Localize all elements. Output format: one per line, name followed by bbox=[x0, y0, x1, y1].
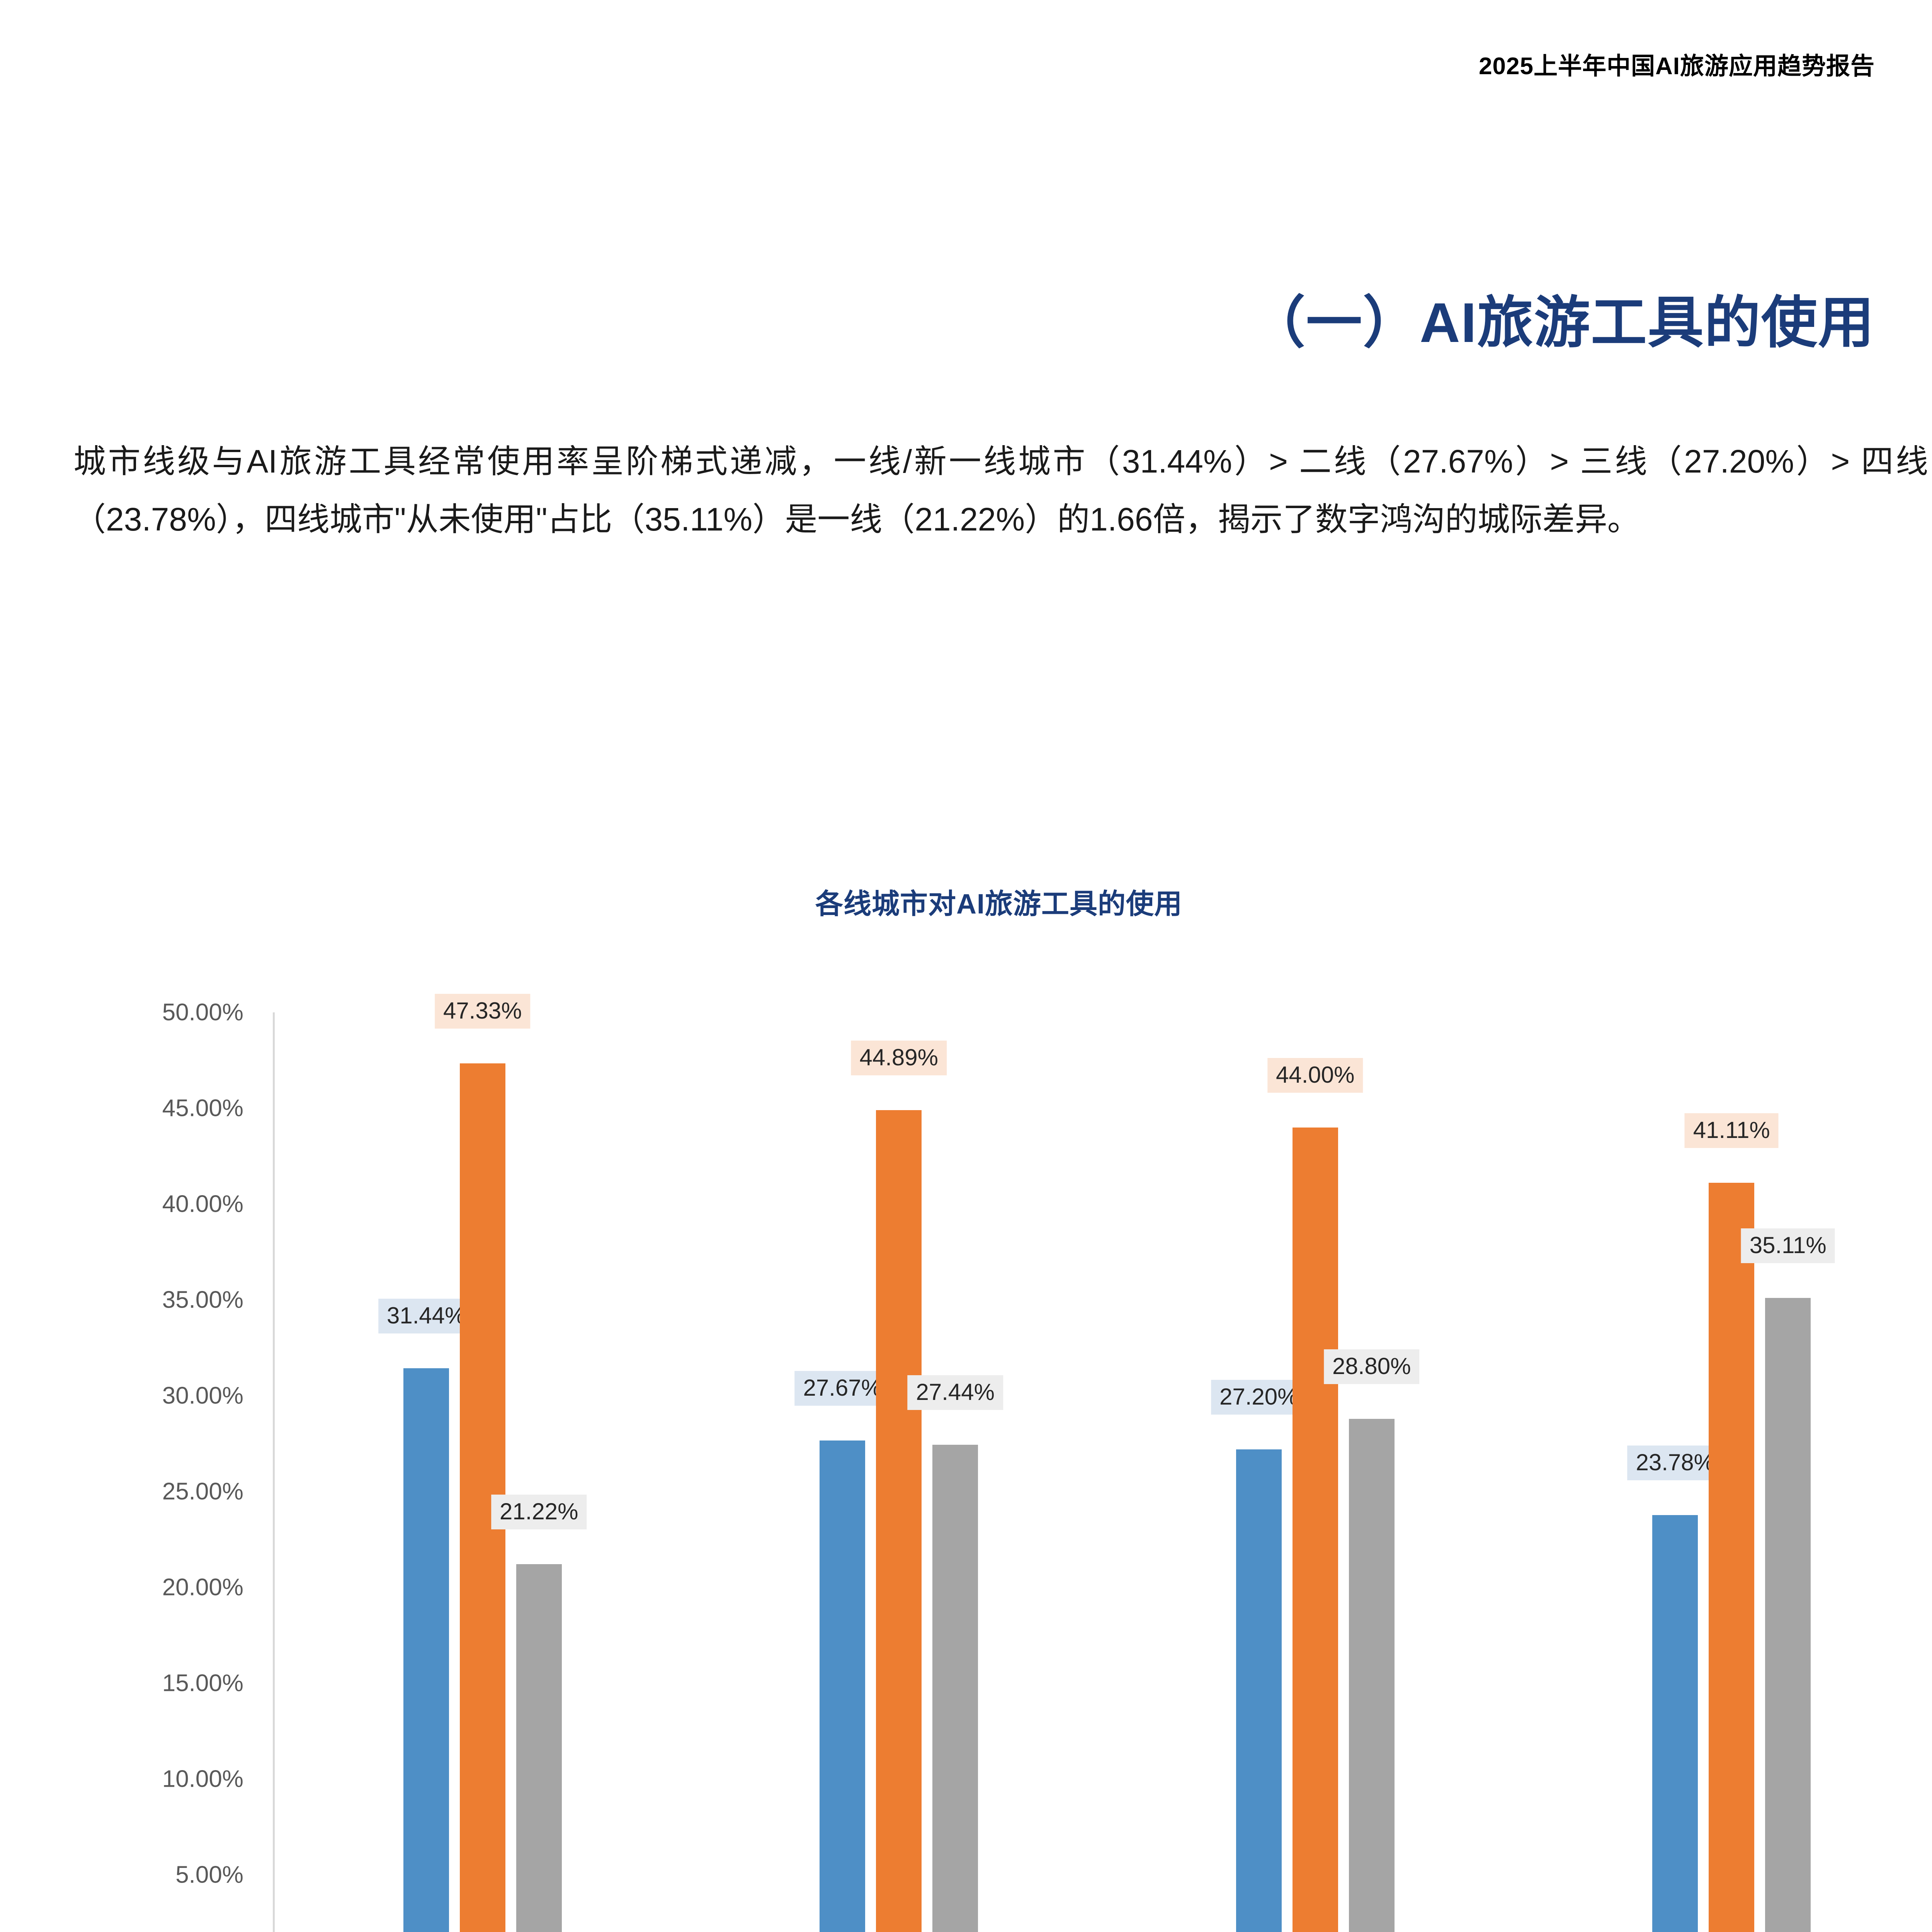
bar-slot: 44.00% bbox=[1267, 1012, 1363, 1932]
bar-value-label: 21.22% bbox=[491, 1494, 587, 1529]
bar-value-label: 41.11% bbox=[1684, 1113, 1779, 1148]
bar[interactable] bbox=[1236, 1449, 1282, 1932]
bar-value-label: 31.44% bbox=[378, 1298, 474, 1333]
y-axis-tick-label: 25.00% bbox=[162, 1478, 243, 1505]
bar-groups: 31.44% 47.33% 21.22% 27.67% 44.89% 27.44% 27.2… bbox=[274, 994, 1932, 1932]
plot-area: 31.44% 47.33% 21.22% 27.67% 44.89% 27.44% 27.2… bbox=[273, 994, 1932, 1932]
paragraph-text: 城市线级与AI旅游工具经常使用率呈阶梯式递减，一线/新一线城市（31.44%）>… bbox=[73, 443, 1928, 537]
y-axis: 0.00%5.00%10.00%15.00%20.00%25.00%30.00%… bbox=[58, 999, 259, 1932]
bar-slot: 27.44% bbox=[907, 1012, 1003, 1932]
bar-value-label: 27.67% bbox=[794, 1371, 890, 1406]
y-axis-tick-label: 30.00% bbox=[162, 1382, 243, 1409]
y-axis-tick-label: 5.00% bbox=[175, 1861, 243, 1888]
bar-value-label: 35.11% bbox=[1741, 1228, 1835, 1263]
running-header: 2025上半年中国AI旅游应用趋势报告 bbox=[1479, 53, 1875, 80]
y-axis-tick-label: 50.00% bbox=[162, 999, 243, 1026]
bar-slot: 23.78% bbox=[1627, 1012, 1723, 1932]
bar-group: 31.44% 47.33% 21.22% bbox=[274, 994, 691, 1932]
chart-title: 各线城市对AI旅游工具的使用 bbox=[815, 889, 1182, 920]
bar[interactable] bbox=[820, 1440, 866, 1932]
bar-value-label: 44.00% bbox=[1267, 1058, 1363, 1093]
bar-group: 23.78% 41.11% 35.11% bbox=[1524, 1012, 1932, 1932]
bar[interactable] bbox=[876, 1110, 922, 1932]
bar-slot: 27.20% bbox=[1211, 1012, 1307, 1932]
body-paragraph: 城市线级与AI旅游工具经常使用率呈阶梯式递减，一线/新一线城市（31.44%）>… bbox=[73, 433, 1928, 548]
bar-value-label: 47.33% bbox=[435, 994, 531, 1029]
bar-value-label: 27.44% bbox=[907, 1375, 1003, 1410]
y-axis-tick-label: 20.00% bbox=[162, 1574, 243, 1601]
bar[interactable] bbox=[403, 1368, 449, 1932]
bar[interactable] bbox=[1765, 1298, 1811, 1932]
bar-value-label: 27.20% bbox=[1211, 1379, 1307, 1415]
bar-slot: 21.22% bbox=[491, 1012, 587, 1932]
bar-value-label: 28.80% bbox=[1324, 1349, 1420, 1384]
y-axis-tick-label: 15.00% bbox=[162, 1670, 243, 1697]
y-axis-tick-label: 10.00% bbox=[162, 1765, 243, 1793]
y-axis-tick-label: 35.00% bbox=[162, 1286, 243, 1313]
bar-value-label: 44.89% bbox=[851, 1041, 947, 1076]
bar[interactable] bbox=[1349, 1418, 1395, 1932]
bar[interactable] bbox=[516, 1564, 562, 1932]
bar-slot: 44.89% bbox=[851, 1012, 947, 1932]
bar-group: 27.20% 44.00% 28.80% bbox=[1107, 1012, 1524, 1932]
bar-slot: 28.80% bbox=[1324, 1012, 1420, 1932]
chart-plot-wrapper: 0.00%5.00%10.00%15.00%20.00%25.00%30.00%… bbox=[58, 994, 1932, 1932]
y-axis-tick-label: 45.00% bbox=[162, 1095, 243, 1122]
bar[interactable] bbox=[1652, 1515, 1698, 1932]
bar[interactable] bbox=[932, 1444, 978, 1932]
chart-container: 各线城市对AI旅游工具的使用 0.00%5.00%10.00%15.00%20.… bbox=[58, 866, 1932, 1932]
page-title: （一）AI旅游工具的使用 bbox=[1249, 291, 1875, 354]
bar-slot: 31.44% bbox=[378, 1012, 474, 1932]
y-axis-line bbox=[273, 1012, 275, 1932]
bar[interactable] bbox=[1292, 1127, 1338, 1932]
bar[interactable] bbox=[1709, 1182, 1755, 1932]
bar-slot: 27.67% bbox=[794, 1012, 890, 1932]
y-axis-tick-label: 40.00% bbox=[162, 1190, 243, 1218]
bar-group: 27.67% 44.89% 27.44% bbox=[691, 1012, 1107, 1932]
bar-value-label: 23.78% bbox=[1627, 1445, 1723, 1480]
bar-slot: 47.33% bbox=[435, 994, 531, 1932]
bar-slot: 35.11% bbox=[1741, 1012, 1835, 1932]
bar-slot: 41.11% bbox=[1684, 1012, 1779, 1932]
